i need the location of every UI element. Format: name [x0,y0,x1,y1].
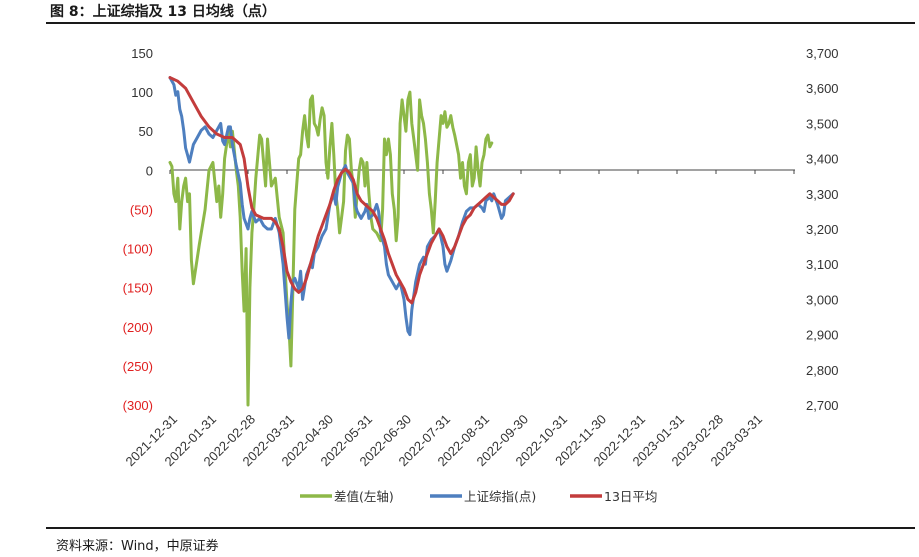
left-tick-label: (100) [123,242,153,257]
right-tick-label: 3,400 [806,152,839,167]
left-tick-label: 50 [139,124,153,139]
left-tick-label: 100 [131,85,153,100]
left-tick-label: 150 [131,46,153,61]
legend-label: 13日平均 [604,489,657,504]
left-tick-label: (200) [123,320,153,335]
chart-canvas: 150 100 50 0 (50) (100) (150) (200) (250) (300) 3,… [122,46,839,504]
left-tick-label: (250) [123,359,153,374]
right-tick-label: 3,700 [806,46,839,61]
source-note: 资料来源：Wind，中原证券 [56,539,219,554]
chart-title: 图 8：上证综指及 13 日均线（点） [50,4,276,20]
right-tick-label: 3,200 [806,222,839,237]
right-tick-label: 2,900 [806,328,839,343]
right-tick-label: 3,100 [806,257,839,272]
legend-label: 差值(左轴) [334,489,394,504]
left-tick-label: (300) [123,398,153,413]
right-tick-label: 3,600 [806,81,839,96]
right-tick-label: 2,700 [806,398,839,413]
bottom-rule [46,527,915,529]
right-tick-label: 3,000 [806,292,839,307]
right-tick-label: 3,500 [806,116,839,131]
top-rule [46,22,915,24]
right-tick-label: 2,800 [806,363,839,378]
right-tick-label: 3,300 [806,187,839,202]
series-line-2 [168,76,515,340]
left-tick-label: (50) [130,202,153,217]
left-tick-label: (150) [123,281,153,296]
legend-label: 上证综指(点) [464,489,536,504]
left-tick-label: 0 [146,163,153,178]
series-line-3 [168,76,515,305]
